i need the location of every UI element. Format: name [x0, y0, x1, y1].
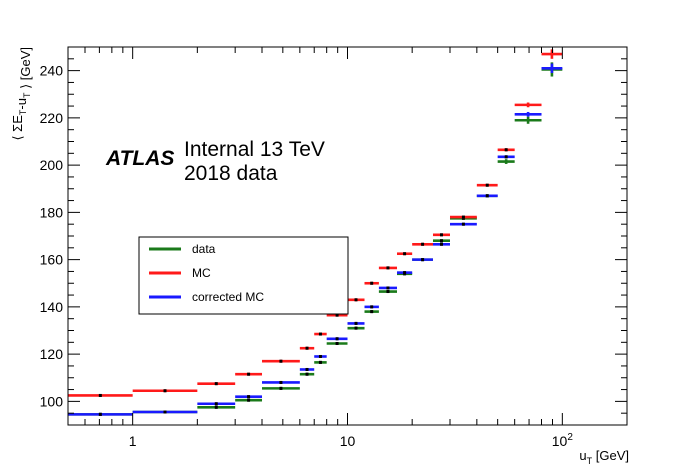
data-point — [354, 326, 358, 330]
data-point — [247, 398, 251, 402]
x-tick-label: 10 — [340, 433, 356, 449]
data-point — [247, 395, 251, 399]
y-tick-label: 180 — [40, 204, 64, 220]
data-point — [335, 337, 339, 341]
data-point — [403, 271, 407, 275]
data-point — [305, 367, 309, 371]
y-tick-label: 220 — [40, 110, 64, 126]
data-point — [461, 222, 465, 226]
data-point — [247, 372, 251, 376]
plot-frame — [67, 46, 628, 426]
x-tick-label: 102 — [552, 432, 574, 449]
data-point — [98, 412, 102, 416]
y-tick-label: 140 — [40, 299, 64, 315]
data-point — [439, 233, 443, 237]
y-tick-label: 240 — [40, 63, 64, 79]
data-point — [370, 310, 374, 314]
y-tick-label: 120 — [40, 346, 64, 362]
data-point — [279, 386, 283, 390]
data-point — [318, 360, 322, 364]
data-point — [214, 405, 218, 409]
data-point — [504, 155, 508, 159]
data-point — [305, 346, 309, 350]
data-point — [318, 354, 322, 358]
data-point — [485, 183, 489, 187]
legend-label: corrected MC — [192, 290, 264, 304]
y-axis-title: ⟨ ΣET-uT ⟩ [GeV] — [10, 47, 33, 141]
series-mc — [68, 49, 563, 397]
data-point — [279, 380, 283, 384]
data-point — [439, 239, 443, 243]
data-point — [163, 389, 167, 393]
data-point — [386, 290, 390, 294]
legend: data MC corrected MC — [138, 236, 349, 315]
data-point — [305, 372, 309, 376]
data-point — [403, 252, 407, 256]
data-point — [421, 258, 425, 262]
data-point — [318, 332, 322, 336]
data-point — [335, 341, 339, 345]
data-point — [504, 148, 508, 152]
series-corrected-mc — [68, 63, 563, 416]
y-tick-label: 100 — [40, 393, 64, 409]
data-point — [421, 242, 425, 246]
data-point — [386, 286, 390, 290]
data-point — [354, 298, 358, 302]
data-point — [461, 215, 465, 219]
y-tick-label: 200 — [40, 157, 64, 173]
data-point — [354, 321, 358, 325]
data-point — [98, 393, 102, 397]
legend-label: MC — [192, 266, 211, 280]
series-layer — [68, 49, 563, 416]
atlas-data-text: 2018 data — [184, 162, 278, 185]
data-point — [370, 281, 374, 285]
data-point — [335, 313, 339, 317]
y-tick-label: 160 — [40, 252, 64, 268]
data-point — [439, 242, 443, 246]
data-point — [214, 402, 218, 406]
axes — [67, 46, 628, 426]
data-point — [279, 359, 283, 363]
atlas-internal-text: Internal 13 TeV — [184, 138, 325, 161]
x-tick-label: 1 — [129, 433, 137, 449]
data-point — [386, 266, 390, 270]
data-point — [485, 194, 489, 198]
data-point — [214, 382, 218, 386]
atlas-logo-text: ATLAS — [105, 147, 174, 170]
data-point — [370, 305, 374, 309]
x-axis-title: uT [GeV] — [579, 448, 629, 466]
legend-label: data — [192, 242, 216, 256]
data-point — [163, 410, 167, 414]
annotations: 1 10 102 100 120 140 160 180 200 220 240 uT [GeV] ⟨ … — [10, 47, 629, 466]
